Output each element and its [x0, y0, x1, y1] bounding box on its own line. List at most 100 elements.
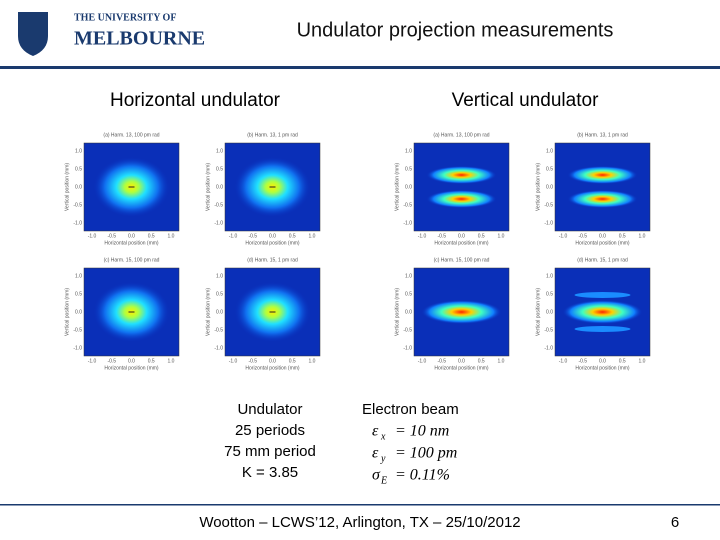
y-tick-label: 0.0: [216, 309, 223, 315]
x-tick-label: 0.5: [478, 358, 485, 364]
x-tick-label: 0.0: [458, 233, 465, 239]
x-tick-label: 1.0: [168, 233, 175, 239]
param: K = 3.85: [242, 464, 298, 481]
y-tick-label: -1.0: [214, 345, 223, 351]
x-tick-label: -1.0: [559, 358, 568, 364]
y-tick-label: 0.5: [216, 166, 223, 172]
x-tick-label: 1.0: [639, 358, 646, 364]
param: 25 periods: [235, 422, 305, 439]
x-axis-label: Horizontal position (mm): [245, 240, 300, 246]
y-tick-label: 0.5: [216, 291, 223, 297]
y-tick-label: -0.5: [544, 327, 553, 333]
y-axis-label: Vertical position (mm): [64, 163, 70, 211]
y-tick-label: -1.0: [403, 345, 412, 351]
x-axis-label: Horizontal position (mm): [434, 240, 489, 246]
x-tick-label: 1.0: [498, 233, 505, 239]
x-tick-label: 0.0: [458, 358, 465, 364]
beam-lobe: [426, 166, 497, 184]
x-tick-label: 0.0: [269, 233, 276, 239]
x-tick-label: 0.0: [128, 358, 135, 364]
y-tick-label: -0.5: [214, 327, 223, 333]
x-tick-label: -1.0: [418, 358, 427, 364]
beam-symbol: ε: [372, 445, 379, 462]
y-tick-label: 1.0: [75, 273, 82, 279]
header-rule: [0, 66, 720, 69]
y-tick-label: -0.5: [403, 202, 412, 208]
y-tick-label: -1.0: [73, 345, 82, 351]
x-axis-label: Horizontal position (mm): [575, 240, 630, 246]
x-tick-label: 0.0: [599, 233, 606, 239]
plot-title: (b) Harm. 13, 1 pm rad: [247, 132, 298, 138]
beam-params: ε x = 10 nmε y = 100 pmσ E = 0.11%: [372, 423, 457, 487]
y-tick-label: 0.5: [75, 291, 82, 297]
y-tick-label: 0.0: [216, 184, 223, 190]
slide-title: Undulator projection measurements: [297, 19, 614, 41]
beam-lobe: [426, 190, 497, 208]
x-tick-label: -0.5: [578, 358, 587, 364]
plot-frame: [554, 142, 651, 232]
y-axis-label: Vertical position (mm): [394, 163, 400, 211]
x-tick-label: -1.0: [88, 233, 97, 239]
param: Undulator: [237, 401, 302, 418]
y-axis-label: Vertical position (mm): [205, 163, 211, 211]
y-tick-label: -0.5: [214, 202, 223, 208]
beam-subscript: E: [380, 475, 387, 486]
param: 75 mm period: [224, 443, 316, 460]
beam-lobe: [421, 300, 502, 324]
beam-value: = 0.11%: [395, 467, 450, 484]
x-tick-label: -1.0: [229, 358, 238, 364]
plot-title: (d) Harm. 15, 1 pm rad: [247, 257, 298, 263]
beam-lobe: [567, 190, 638, 208]
x-tick-label: -0.5: [107, 358, 116, 364]
beam-symbol: σ: [372, 467, 381, 484]
beam-fringe: [574, 292, 631, 298]
x-tick-label: 1.0: [309, 233, 316, 239]
beam-title: Electron beam: [362, 401, 459, 418]
logo-line2: MELBOURNE: [74, 28, 205, 50]
y-tick-label: -1.0: [403, 220, 412, 226]
y-tick-label: -0.5: [403, 327, 412, 333]
plot-frame: [413, 142, 510, 232]
y-tick-label: 1.0: [216, 273, 223, 279]
footer-text: Wootton – LCWS’12, Arlington, TX – 25/10…: [199, 514, 520, 531]
y-tick-label: 0.5: [75, 166, 82, 172]
x-tick-label: -1.0: [229, 233, 238, 239]
y-tick-label: 0.0: [75, 184, 82, 190]
x-tick-label: 0.5: [289, 358, 296, 364]
x-tick-label: 1.0: [498, 358, 505, 364]
plot-title: (c) Harm. 15, 100 pm rad: [434, 257, 490, 263]
beam-subscript: y: [380, 453, 386, 464]
y-tick-label: 0.0: [405, 309, 412, 315]
x-tick-label: -0.5: [437, 233, 446, 239]
beam-symbol: ε: [372, 423, 379, 440]
y-tick-label: 1.0: [546, 148, 553, 154]
beam-lobe: [562, 300, 643, 324]
x-tick-label: -0.5: [107, 233, 116, 239]
beam-value: = 10 nm: [395, 423, 449, 440]
y-tick-label: -1.0: [214, 220, 223, 226]
y-axis-label: Vertical position (mm): [64, 288, 70, 336]
x-tick-label: 0.5: [148, 233, 155, 239]
y-axis-label: Vertical position (mm): [535, 288, 541, 336]
x-tick-label: 0.5: [619, 358, 626, 364]
plots: (a) Harm. 13, 100 pm rad -1.0 -0.5 0.0 0.5 1.…: [64, 132, 651, 371]
x-tick-label: -0.5: [437, 358, 446, 364]
beam-fringe: [574, 326, 631, 332]
x-axis-label: Horizontal position (mm): [104, 240, 159, 246]
y-tick-label: 0.0: [546, 309, 553, 315]
x-tick-label: 0.0: [269, 358, 276, 364]
y-tick-label: -1.0: [544, 345, 553, 351]
y-tick-label: -0.5: [73, 327, 82, 333]
x-tick-label: 0.0: [599, 358, 606, 364]
y-tick-label: -1.0: [544, 220, 553, 226]
x-tick-label: 0.5: [478, 233, 485, 239]
x-tick-label: -0.5: [248, 358, 257, 364]
x-tick-label: -0.5: [248, 233, 257, 239]
x-tick-label: -0.5: [578, 233, 587, 239]
x-tick-label: -1.0: [88, 358, 97, 364]
y-tick-label: 0.0: [405, 184, 412, 190]
x-axis-label: Horizontal position (mm): [104, 365, 159, 371]
header-band: [0, 0, 720, 66]
y-tick-label: 0.5: [546, 291, 553, 297]
